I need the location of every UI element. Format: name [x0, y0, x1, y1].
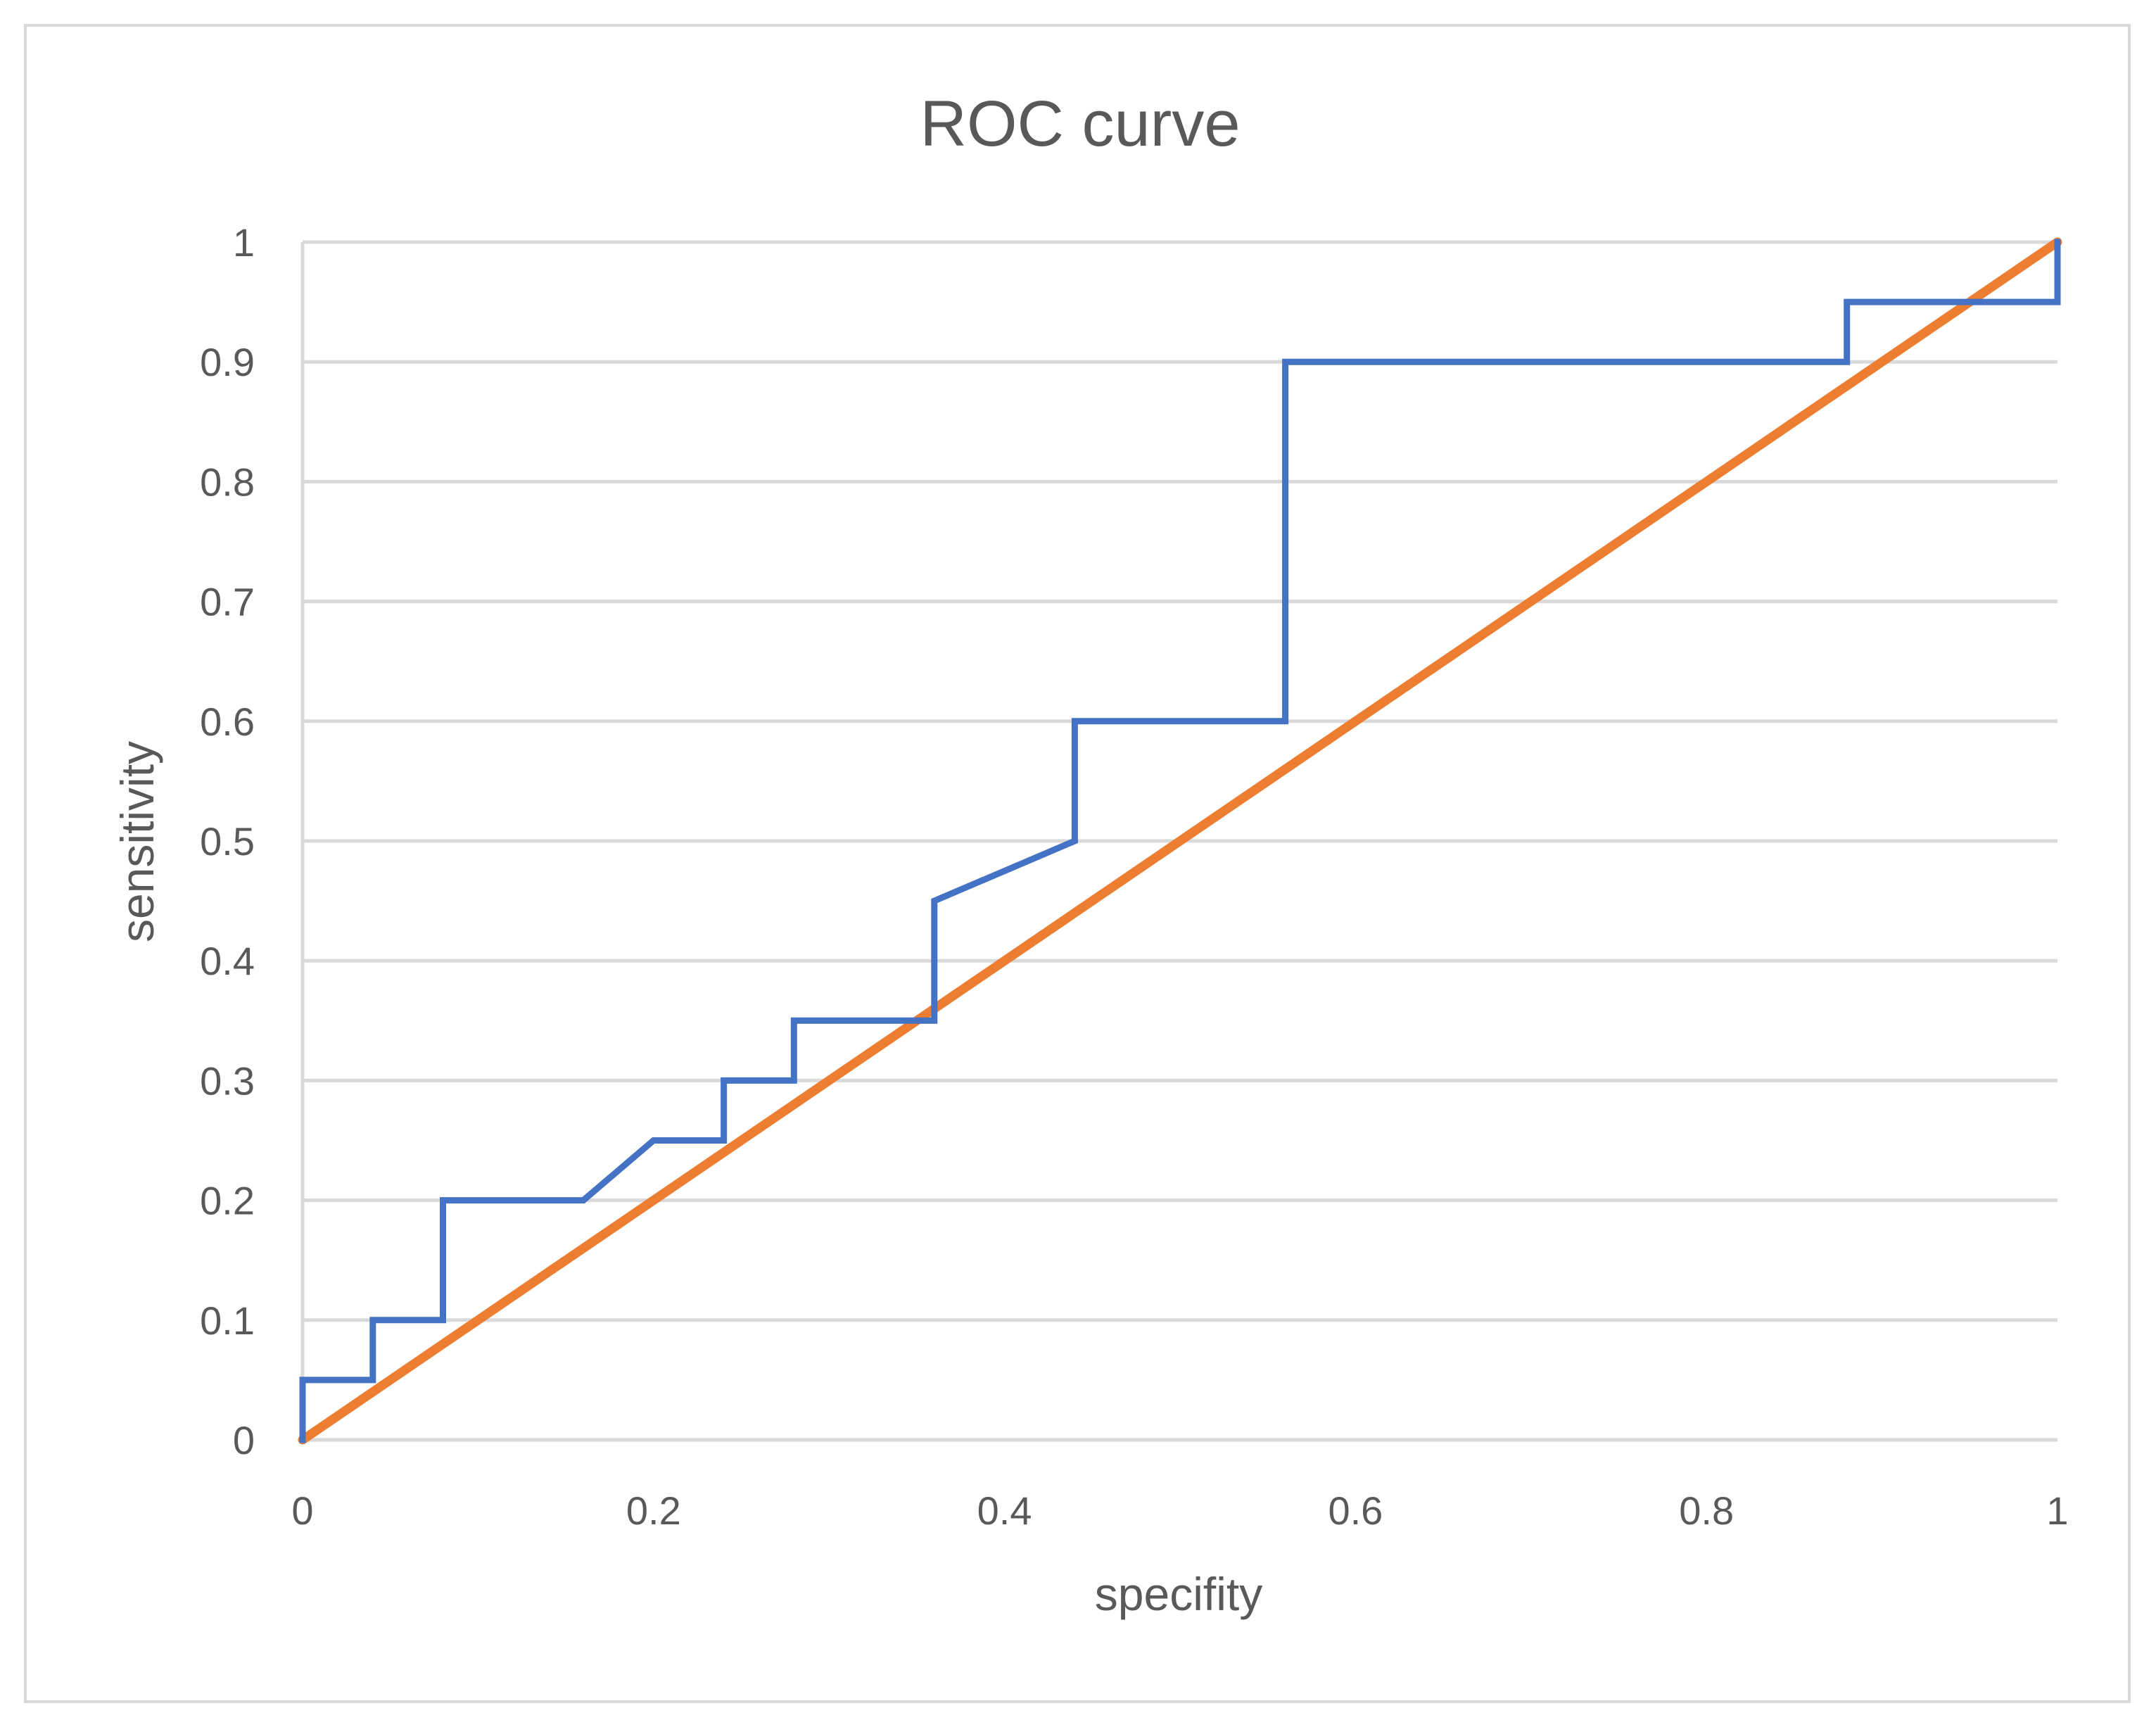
- y-tick-label: 1: [233, 220, 255, 265]
- y-tick-label: 0.4: [200, 939, 255, 983]
- x-axis-title: specifity: [1095, 1568, 1262, 1620]
- axes: [300, 242, 2057, 1442]
- x-tick-label: 0: [291, 1488, 313, 1533]
- y-tick-label: 0.9: [200, 340, 255, 384]
- x-tick-label: 0.2: [626, 1488, 681, 1533]
- y-tick-label: 0: [233, 1418, 255, 1462]
- reference-diagonal-line: [298, 237, 2062, 1445]
- gridlines: [303, 240, 2057, 1322]
- x-tick-label: 0.8: [1679, 1488, 1734, 1533]
- series: [298, 237, 2062, 1445]
- x-tick-labels: 0 0.2 0.4 0.6 0.8 1: [291, 1488, 2068, 1533]
- y-tick-label: 0.5: [200, 819, 255, 864]
- y-tick-labels: 0 0.1 0.2 0.3 0.4 0.5 0.6 0.7 0.8 0.9 1: [200, 220, 255, 1462]
- y-tick-label: 0.6: [200, 700, 255, 744]
- y-tick-label: 0.2: [200, 1179, 255, 1223]
- chart-frame: [24, 24, 2131, 1703]
- x-tick-label: 0.4: [977, 1488, 1032, 1533]
- x-tick-label: 1: [2046, 1488, 2068, 1533]
- x-tick-label: 0.6: [1328, 1488, 1383, 1533]
- y-axis-title: sensitivity: [111, 741, 163, 942]
- y-tick-label: 0.1: [200, 1298, 255, 1343]
- y-tick-label: 0.7: [200, 580, 255, 624]
- chart-title: ROC curve: [920, 88, 1241, 160]
- y-tick-label: 0.3: [200, 1058, 255, 1103]
- roc-curve-line: [299, 239, 2061, 1443]
- y-tick-label: 0.8: [200, 460, 255, 504]
